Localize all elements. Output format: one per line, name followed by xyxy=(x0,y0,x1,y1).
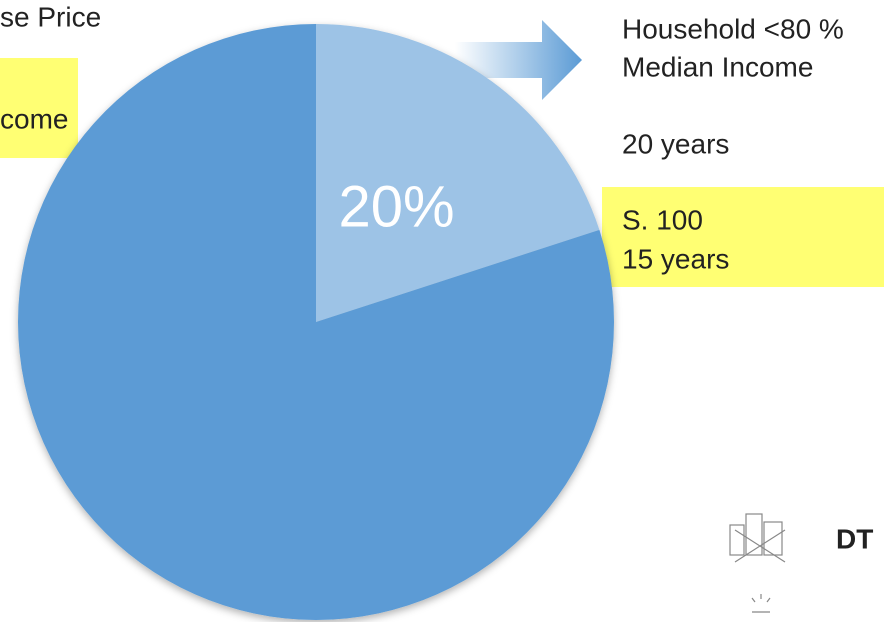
annotation: se Price xyxy=(0,1,101,32)
annotation: Household <80 % xyxy=(622,13,844,44)
highlight-box xyxy=(0,58,78,158)
annotation: 15 years xyxy=(622,243,729,274)
annotation: 20 years xyxy=(622,128,729,159)
annotation: come xyxy=(0,103,68,134)
pie-slice xyxy=(316,24,600,322)
logo-text: DT xyxy=(836,523,873,554)
pie xyxy=(18,24,615,621)
arrow xyxy=(455,20,582,100)
pie-slice xyxy=(18,24,615,621)
highlight-box xyxy=(602,187,884,287)
annotation: Median Income xyxy=(622,51,813,82)
value-label: 20% xyxy=(339,174,455,239)
logo-icon xyxy=(729,513,786,613)
annotation: S. 100 xyxy=(622,204,703,235)
